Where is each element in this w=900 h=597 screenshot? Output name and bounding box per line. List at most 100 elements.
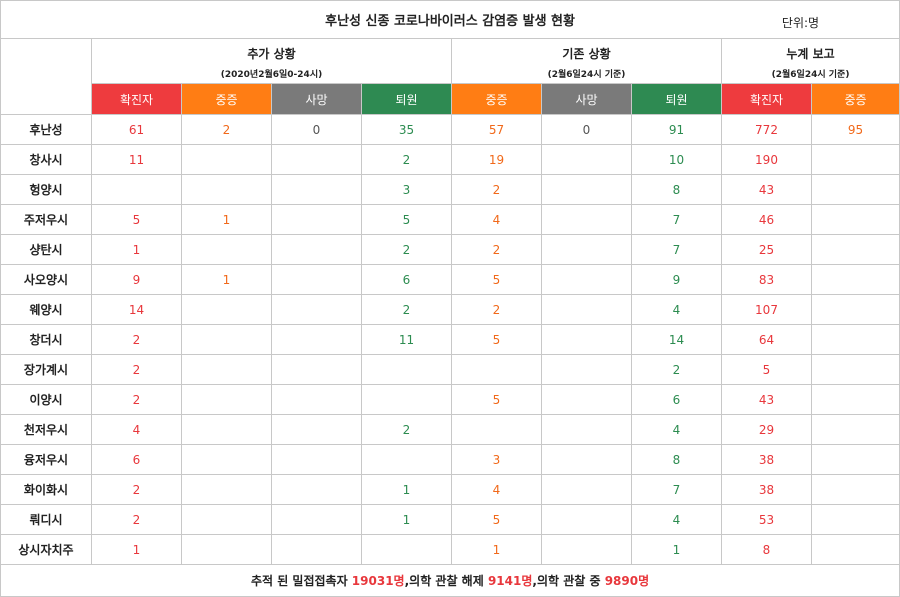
data-cell: 57 <box>451 114 542 145</box>
data-cell: 35 <box>361 114 452 145</box>
data-cell <box>541 324 632 355</box>
data-cell <box>181 504 272 535</box>
data-cell: 2 <box>361 294 452 325</box>
region-name: 주저우시 <box>0 204 92 235</box>
data-cell: 5 <box>721 354 812 385</box>
data-cell <box>271 384 362 415</box>
data-cell: 5 <box>451 384 542 415</box>
data-cell: 1 <box>181 264 272 295</box>
data-cell: 2 <box>91 324 182 355</box>
table-row: 융저우시 6 3 8 38 <box>0 444 900 475</box>
corner-cell <box>0 38 92 115</box>
group-name: 추가 상황 <box>247 46 296 61</box>
data-cell: 772 <box>721 114 812 145</box>
data-cell <box>810 234 900 265</box>
data-cell: 53 <box>721 504 812 535</box>
footer-number: 9890명 <box>604 574 650 588</box>
data-cell: 4 <box>631 504 722 535</box>
data-cell <box>541 444 632 475</box>
data-cell: 2 <box>361 144 452 175</box>
data-cell <box>271 474 362 505</box>
data-cell: 25 <box>721 234 812 265</box>
data-cell: 10 <box>631 144 722 175</box>
table-row: 화이화시 2 1 4 7 38 <box>0 474 900 505</box>
footer-number: 19031명 <box>351 574 405 588</box>
data-cell <box>361 384 452 415</box>
table-row: 웨양시 14 2 2 4 107 <box>0 294 900 325</box>
region-name: 창사시 <box>0 144 92 175</box>
data-cell <box>451 354 542 385</box>
data-cell <box>361 354 452 385</box>
data-cell: 14 <box>631 324 722 355</box>
data-cell: 2 <box>631 354 722 385</box>
data-cell: 7 <box>631 204 722 235</box>
group-additional: 추가 상황 (2020년2월6일0-24시) <box>91 38 452 84</box>
group-sub: (2월6일24시 기준) <box>547 69 626 80</box>
data-cell: 95 <box>810 114 900 145</box>
data-cell: 8 <box>631 444 722 475</box>
data-cell <box>271 204 362 235</box>
data-cell: 1 <box>91 234 182 265</box>
data-cell <box>541 204 632 235</box>
table-row: 이양시 2 5 6 43 <box>0 384 900 415</box>
data-cell: 6 <box>631 384 722 415</box>
data-cell: 1 <box>91 534 182 565</box>
data-cell <box>181 354 272 385</box>
data-cell: 3 <box>451 444 542 475</box>
data-cell <box>271 234 362 265</box>
group-sub: (2월6일24시 기준) <box>771 69 850 80</box>
data-cell <box>810 294 900 325</box>
group-name: 기존 상황 <box>562 46 611 61</box>
table-row: 샹탄시 1 2 2 7 25 <box>0 234 900 265</box>
data-cell: 9 <box>91 264 182 295</box>
table-row: 장가계시 2 2 5 <box>0 354 900 385</box>
data-cell <box>810 204 900 235</box>
data-cell: 6 <box>361 264 452 295</box>
region-name: 이양시 <box>0 384 92 415</box>
data-cell <box>810 504 900 535</box>
group-header-row: 추가 상황 (2020년2월6일0-24시) 기존 상황 (2월6일24시 기준… <box>0 38 900 115</box>
data-cell <box>181 534 272 565</box>
data-cell <box>541 504 632 535</box>
data-cell <box>361 444 452 475</box>
group-existing: 기존 상황 (2월6일24시 기준) <box>451 38 722 84</box>
region-name: 뤄디시 <box>0 504 92 535</box>
data-cell <box>810 354 900 385</box>
data-cell <box>810 444 900 475</box>
data-cell: 1 <box>451 534 542 565</box>
table-row: 사오양시 9 1 6 5 9 83 <box>0 264 900 295</box>
data-cell: 2 <box>91 474 182 505</box>
data-cell: 7 <box>631 474 722 505</box>
region-name: 융저우시 <box>0 444 92 475</box>
data-cell: 2 <box>91 504 182 535</box>
table-row: 상시자치주 1 1 1 8 <box>0 534 900 565</box>
region-name: 천저우시 <box>0 414 92 445</box>
data-cell <box>181 144 272 175</box>
header-confirmed: 확진자 <box>721 83 812 115</box>
data-cell <box>271 534 362 565</box>
data-cell: 2 <box>361 414 452 445</box>
region-name: 화이화시 <box>0 474 92 505</box>
data-cell: 1 <box>361 504 452 535</box>
data-cell <box>271 354 362 385</box>
region-name: 창더시 <box>0 324 92 355</box>
data-cell <box>271 414 362 445</box>
data-cell: 38 <box>721 474 812 505</box>
data-cell: 8 <box>721 534 812 565</box>
region-name: 장가계시 <box>0 354 92 385</box>
header-discharged: 퇴원 <box>631 83 722 115</box>
data-cell <box>271 444 362 475</box>
data-cell <box>181 294 272 325</box>
page-title: 후난성 신종 코로나바이러스 감염증 발생 현황 <box>325 14 575 29</box>
data-cell: 2 <box>451 174 542 205</box>
table-row: 창사시 11 2 19 10 190 <box>0 144 900 175</box>
data-cell <box>271 324 362 355</box>
data-cell <box>181 324 272 355</box>
data-cell <box>91 174 182 205</box>
data-cell: 5 <box>451 504 542 535</box>
data-cell: 6 <box>91 444 182 475</box>
data-cell: 107 <box>721 294 812 325</box>
data-cell <box>181 174 272 205</box>
data-cell <box>541 384 632 415</box>
